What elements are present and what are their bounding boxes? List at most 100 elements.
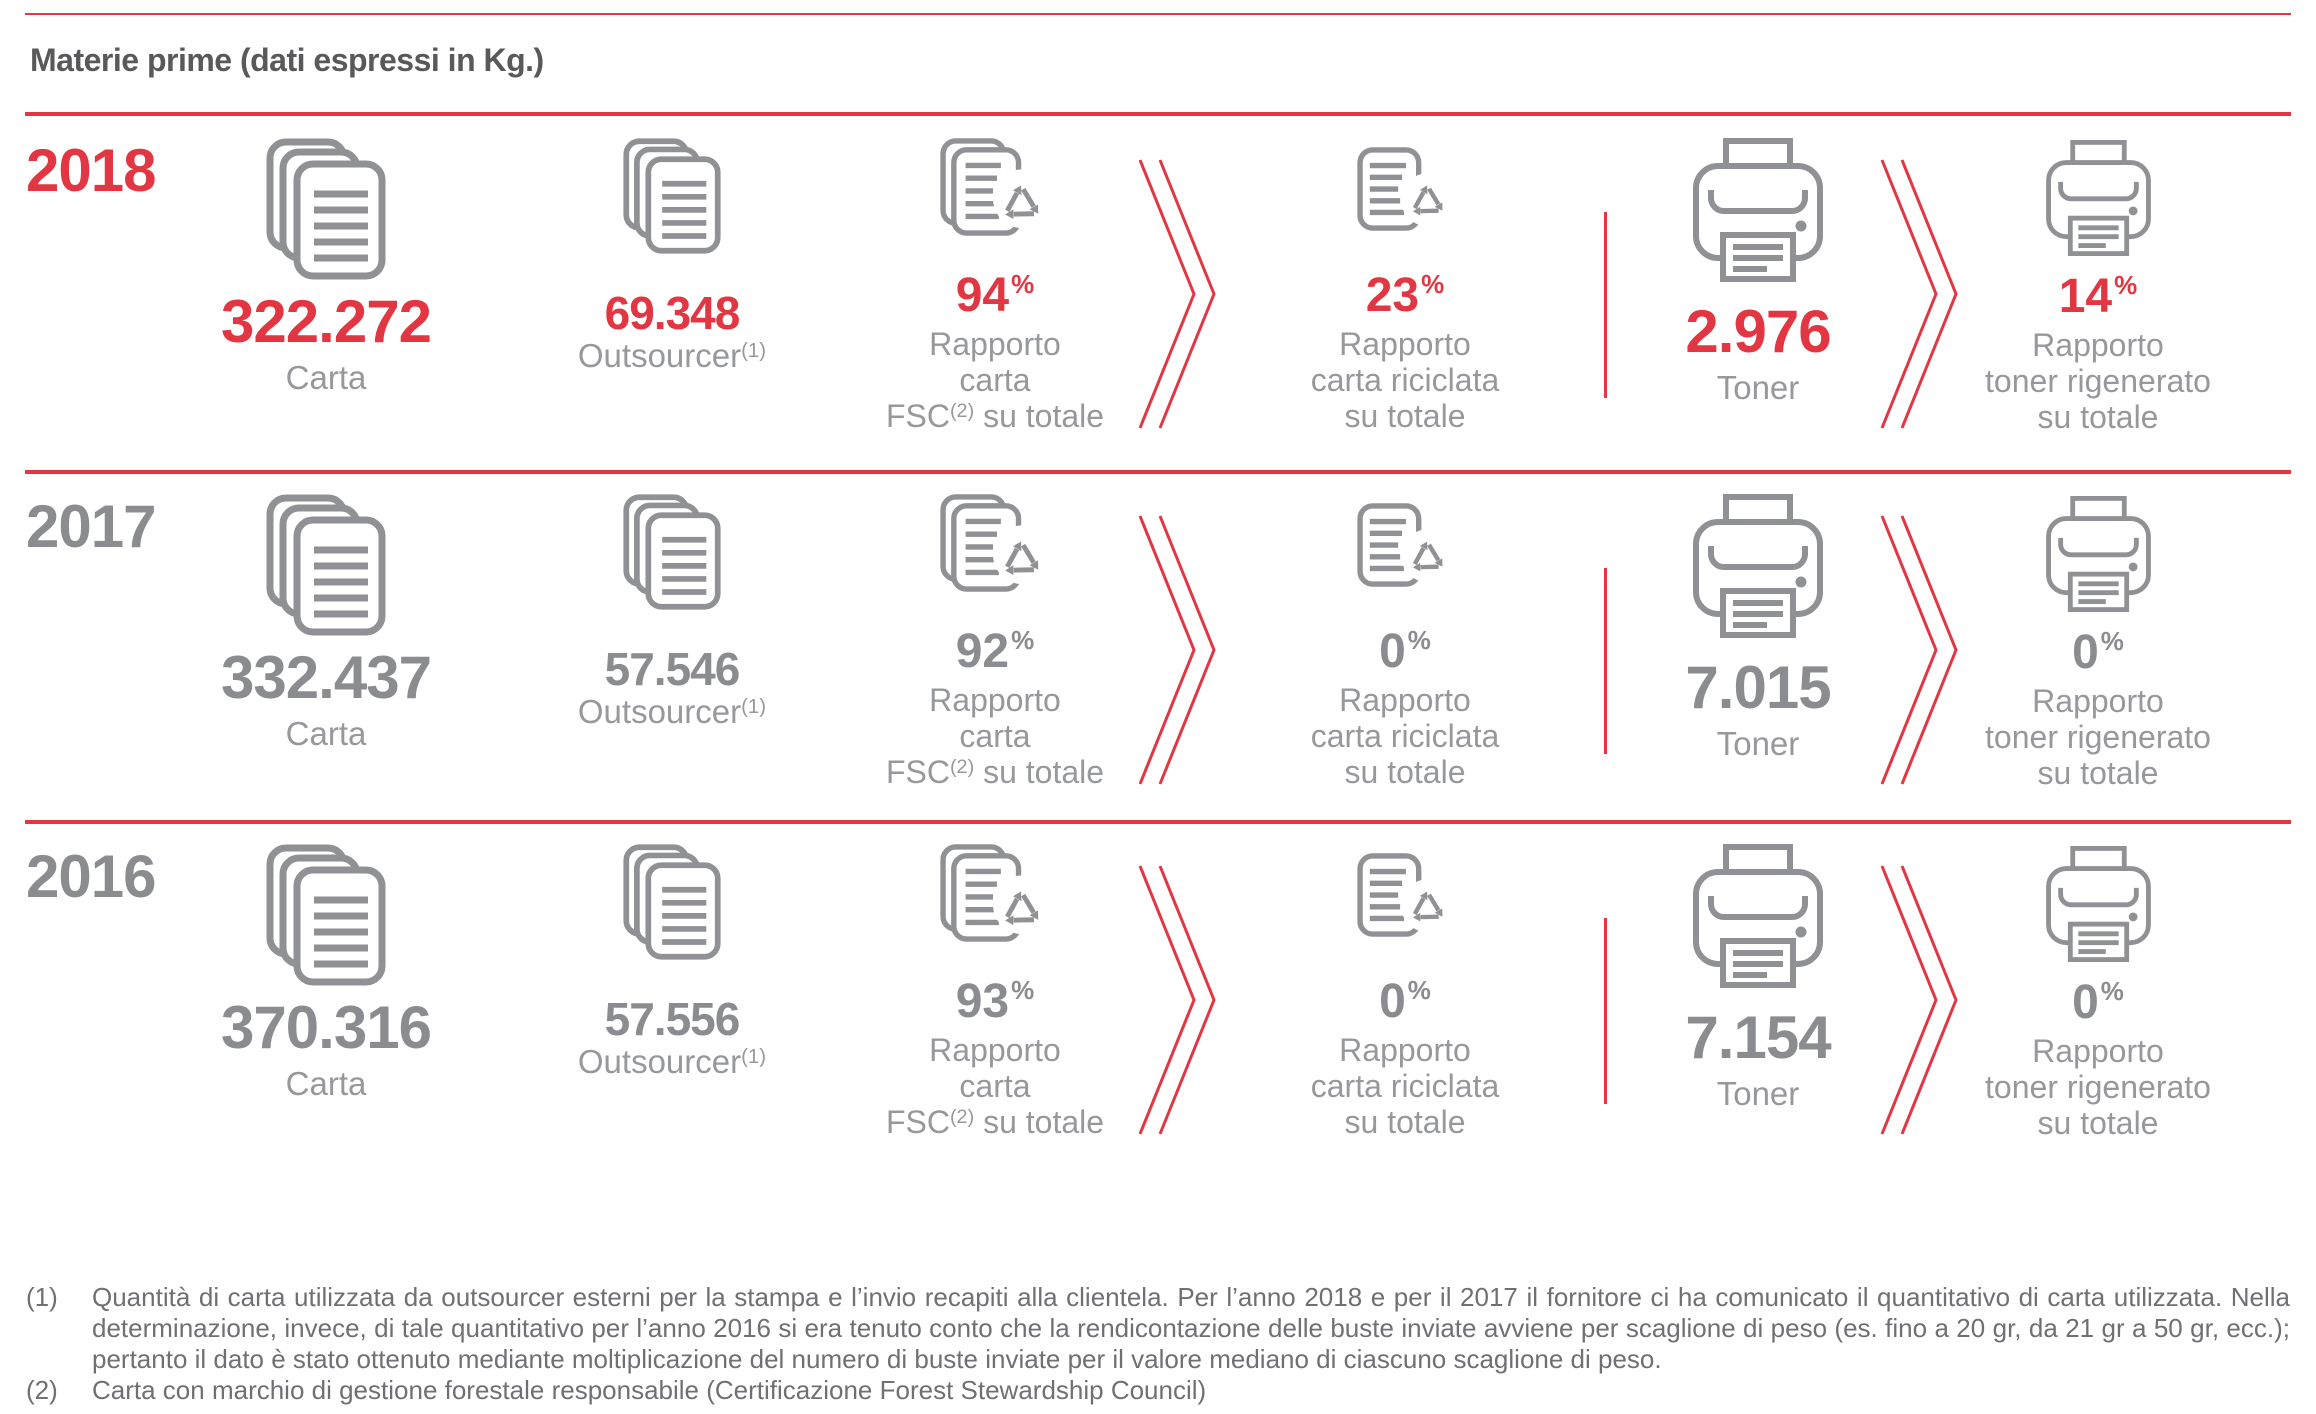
title-rule	[25, 112, 2291, 116]
printer-icon	[1693, 138, 1823, 282]
outsourcer-value: 69.348	[604, 287, 741, 339]
year-row-2017: 2017 332.437 Carta 57.546 Outsourcer(1) …	[0, 474, 2316, 824]
carta-label: Carta	[285, 715, 367, 752]
recycled-paper-icon	[1357, 503, 1453, 589]
fsc-column: 93% Rapporto carta FSC(2) su totale	[855, 844, 1135, 1145]
section-divider-line	[1604, 568, 1607, 754]
footnote-marker: (2)	[26, 1375, 58, 1405]
paper-stack-icon	[623, 138, 721, 254]
year-label: 2018	[26, 137, 156, 204]
rigenerato-percent: 14%	[2058, 270, 2138, 323]
rigenerato-caption: Rapporto toner rigenerato su totale	[1985, 1033, 2211, 1141]
fsc-caption: Rapporto carta FSC(2) su totale	[885, 1032, 1105, 1140]
fsc-percent: 94%	[955, 269, 1035, 322]
section-divider-line	[1604, 918, 1607, 1104]
carta-column: 332.437 Carta	[196, 494, 456, 752]
carta-value: 322.272	[221, 288, 432, 355]
paper-stack-icon	[623, 494, 721, 610]
paper-stack-icon	[623, 844, 721, 960]
rigenerato-percent: 0%	[2072, 976, 2124, 1029]
rigenerato-column: 0% Rapporto toner rigenerato su totale	[1938, 844, 2258, 1141]
paper-stack-icon	[266, 138, 386, 280]
footnote-ref-1: (1)	[741, 338, 767, 362]
year-row-2016: 2016 370.316 Carta 57.556 Outsourcer(1) …	[0, 824, 2316, 1174]
outsourcer-label: Outsourcer(1)	[577, 337, 767, 374]
recycled-paper-icon	[940, 494, 1050, 592]
toner-value: 2.976	[1685, 298, 1831, 365]
riciclata-column: 23% Rapporto carta riciclata su totale	[1255, 138, 1555, 434]
carta-label: Carta	[285, 1065, 367, 1102]
top-rule	[25, 13, 2291, 15]
outsourcer-label: Outsourcer(1)	[577, 693, 767, 730]
outsourcer-column: 57.546 Outsourcer(1)	[542, 494, 802, 730]
recycled-paper-icon	[940, 138, 1050, 236]
printer-icon	[2046, 846, 2151, 962]
rigenerato-column: 14% Rapporto toner rigenerato su totale	[1938, 138, 2258, 435]
footnote-ref-2: (2)	[949, 756, 975, 779]
section-divider-line	[1604, 212, 1607, 398]
recycled-paper-icon	[1357, 853, 1453, 939]
footnote-marker: (1)	[26, 1282, 58, 1312]
year-label: 2016	[26, 843, 156, 910]
toner-label: Toner	[1716, 369, 1800, 406]
chevron-separator-icon	[1138, 864, 1216, 1136]
toner-label: Toner	[1716, 725, 1800, 762]
carta-label: Carta	[285, 359, 367, 396]
outsourcer-label: Outsourcer(1)	[577, 1043, 767, 1080]
rigenerato-caption: Rapporto toner rigenerato su totale	[1985, 683, 2211, 791]
carta-column: 370.316 Carta	[196, 844, 456, 1102]
rigenerato-caption: Rapporto toner rigenerato su totale	[1985, 327, 2211, 435]
riciclata-percent: 23%	[1365, 269, 1445, 322]
carta-column: 322.272 Carta	[196, 138, 456, 396]
chevron-separator-icon	[1138, 514, 1216, 786]
toner-column: 2.976 Toner	[1628, 138, 1888, 406]
fsc-percent: 93%	[955, 975, 1035, 1028]
riciclata-percent: 0%	[1379, 975, 1431, 1028]
footnote-ref-2: (2)	[949, 400, 975, 423]
toner-column: 7.154 Toner	[1628, 844, 1888, 1112]
footnote-ref-1: (1)	[741, 1044, 767, 1068]
riciclata-caption: Rapporto carta riciclata su totale	[1310, 326, 1500, 434]
footnote-text: Quantità di carta utilizzata da outsourc…	[92, 1282, 2290, 1374]
riciclata-caption: Rapporto carta riciclata su totale	[1310, 1032, 1500, 1140]
riciclata-caption: Rapporto carta riciclata su totale	[1310, 682, 1500, 790]
fsc-percent: 92%	[955, 625, 1035, 678]
outsourcer-column: 69.348 Outsourcer(1)	[542, 138, 802, 374]
rigenerato-column: 0% Rapporto toner rigenerato su totale	[1938, 494, 2258, 791]
recycled-paper-icon	[1357, 147, 1453, 233]
year-label: 2017	[26, 493, 156, 560]
toner-value: 7.154	[1685, 1004, 1831, 1071]
riciclata-column: 0% Rapporto carta riciclata su totale	[1255, 494, 1555, 790]
riciclata-column: 0% Rapporto carta riciclata su totale	[1255, 844, 1555, 1140]
paper-stack-icon	[266, 494, 386, 636]
fsc-caption: Rapporto carta FSC(2) su totale	[885, 326, 1105, 434]
footnote-text: Carta con marchio di gestione forestale …	[92, 1375, 1207, 1405]
row-divider-2	[25, 820, 2291, 824]
toner-column: 7.015 Toner	[1628, 494, 1888, 762]
footnote-2: (2) Carta con marchio di gestione forest…	[26, 1375, 2290, 1406]
footnote-ref-2: (2)	[949, 1106, 975, 1129]
fsc-column: 92% Rapporto carta FSC(2) su totale	[855, 494, 1135, 795]
recycled-paper-icon	[940, 844, 1050, 942]
riciclata-percent: 0%	[1379, 625, 1431, 678]
outsourcer-column: 57.556 Outsourcer(1)	[542, 844, 802, 1080]
row-divider-1	[25, 470, 2291, 474]
toner-label: Toner	[1716, 1075, 1800, 1112]
carta-value: 332.437	[221, 644, 432, 711]
year-row-2018: 2018 322.272 Carta 69.348 Outsourcer(1) …	[0, 118, 2316, 468]
page-title: Materie prime (dati espressi in Kg.)	[30, 42, 544, 78]
footnote-1: (1) Quantità di carta utilizzata da outs…	[26, 1282, 2290, 1375]
printer-icon	[2046, 496, 2151, 612]
printer-icon	[1693, 494, 1823, 638]
carta-value: 370.316	[221, 994, 432, 1061]
footnote-ref-1: (1)	[741, 694, 767, 718]
rigenerato-percent: 0%	[2072, 626, 2124, 679]
paper-stack-icon	[266, 844, 386, 986]
fsc-column: 94% Rapporto carta FSC(2) su totale	[855, 138, 1135, 439]
footnotes: (1) Quantità di carta utilizzata da outs…	[26, 1282, 2290, 1406]
toner-value: 7.015	[1685, 654, 1831, 721]
outsourcer-value: 57.556	[604, 993, 741, 1045]
fsc-caption: Rapporto carta FSC(2) su totale	[885, 682, 1105, 790]
chevron-separator-icon	[1138, 158, 1216, 430]
